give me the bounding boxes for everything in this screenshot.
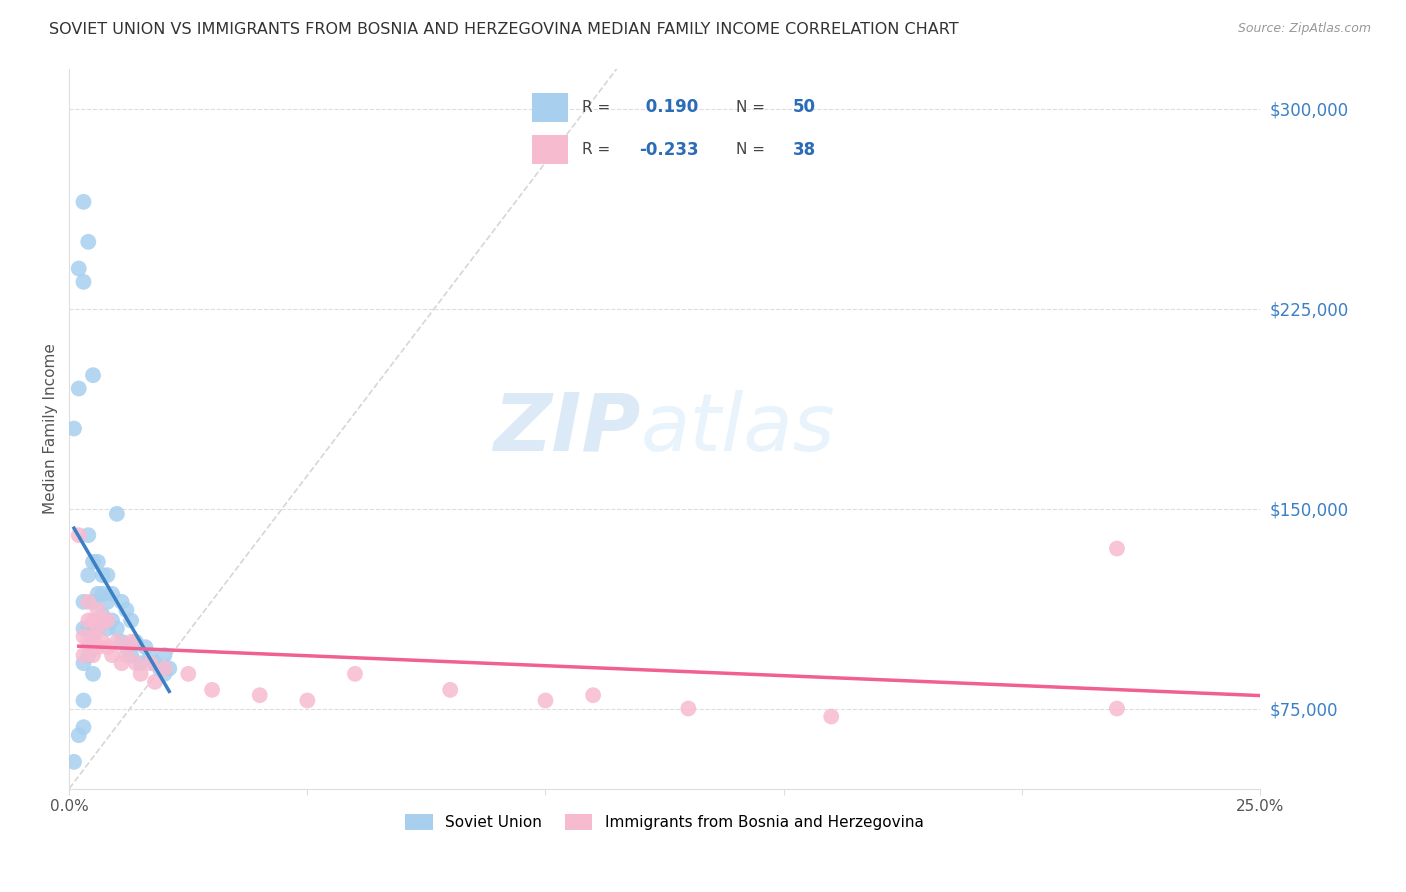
Text: atlas: atlas xyxy=(641,390,835,467)
Point xyxy=(129,666,152,681)
Point xyxy=(91,587,114,601)
Point xyxy=(87,622,110,636)
Point xyxy=(120,635,142,649)
Point xyxy=(87,603,110,617)
Point xyxy=(1105,541,1128,556)
Point xyxy=(87,622,110,636)
Point xyxy=(91,614,114,628)
Point xyxy=(96,640,118,655)
Point xyxy=(96,614,118,628)
Point xyxy=(82,635,104,649)
Point xyxy=(149,661,172,675)
Point xyxy=(110,656,132,670)
Point xyxy=(87,640,110,655)
Point xyxy=(134,640,156,655)
Point xyxy=(96,622,118,636)
Point xyxy=(153,661,176,675)
Point xyxy=(343,666,366,681)
Point xyxy=(67,382,90,396)
Point xyxy=(105,635,128,649)
Point xyxy=(67,728,90,742)
Point xyxy=(157,661,180,675)
Text: SOVIET UNION VS IMMIGRANTS FROM BOSNIA AND HERZEGOVINA MEDIAN FAMILY INCOME CORR: SOVIET UNION VS IMMIGRANTS FROM BOSNIA A… xyxy=(49,22,959,37)
Point xyxy=(101,614,124,628)
Point xyxy=(91,568,114,582)
Point xyxy=(72,275,94,289)
Point xyxy=(91,608,114,623)
Point xyxy=(129,656,152,670)
Point xyxy=(72,194,94,209)
Point xyxy=(110,635,132,649)
Point xyxy=(201,682,224,697)
Point xyxy=(105,622,128,636)
Point xyxy=(82,630,104,644)
Point xyxy=(67,528,90,542)
Point xyxy=(77,528,100,542)
Point xyxy=(63,421,86,435)
Text: ZIP: ZIP xyxy=(494,390,641,467)
Point xyxy=(72,648,94,663)
Point xyxy=(77,595,100,609)
Point xyxy=(96,595,118,609)
Point xyxy=(120,648,142,663)
Point xyxy=(77,614,100,628)
Point xyxy=(534,693,557,707)
Point xyxy=(72,630,94,644)
Point xyxy=(72,693,94,707)
Point xyxy=(297,693,319,707)
Y-axis label: Median Family Income: Median Family Income xyxy=(44,343,58,514)
Point xyxy=(153,648,176,663)
Point xyxy=(678,701,700,715)
Point xyxy=(82,368,104,383)
Point xyxy=(139,656,162,670)
Point xyxy=(125,635,148,649)
Legend: Soviet Union, Immigrants from Bosnia and Herzegovina: Soviet Union, Immigrants from Bosnia and… xyxy=(401,810,928,835)
Point xyxy=(439,682,461,697)
Point xyxy=(177,666,200,681)
Point xyxy=(139,648,162,663)
Point xyxy=(153,666,176,681)
Point xyxy=(96,568,118,582)
Point xyxy=(820,709,842,723)
Point xyxy=(82,666,104,681)
Point xyxy=(249,688,271,702)
Point xyxy=(115,603,138,617)
Point xyxy=(72,656,94,670)
Point xyxy=(77,568,100,582)
Point xyxy=(82,614,104,628)
Point xyxy=(120,614,142,628)
Point xyxy=(82,555,104,569)
Point xyxy=(143,656,166,670)
Point xyxy=(72,622,94,636)
Point xyxy=(72,720,94,734)
Point xyxy=(105,507,128,521)
Point xyxy=(63,755,86,769)
Point xyxy=(77,622,100,636)
Point xyxy=(82,595,104,609)
Point xyxy=(87,587,110,601)
Point xyxy=(91,635,114,649)
Point xyxy=(77,635,100,649)
Point xyxy=(101,587,124,601)
Point xyxy=(72,595,94,609)
Text: Source: ZipAtlas.com: Source: ZipAtlas.com xyxy=(1237,22,1371,36)
Point xyxy=(101,648,124,663)
Point xyxy=(110,595,132,609)
Point xyxy=(67,261,90,276)
Point xyxy=(582,688,605,702)
Point xyxy=(87,555,110,569)
Point xyxy=(115,640,138,655)
Point xyxy=(115,648,138,663)
Point xyxy=(82,648,104,663)
Point xyxy=(125,656,148,670)
Point xyxy=(143,674,166,689)
Point xyxy=(77,235,100,249)
Point xyxy=(77,648,100,663)
Point xyxy=(1105,701,1128,715)
